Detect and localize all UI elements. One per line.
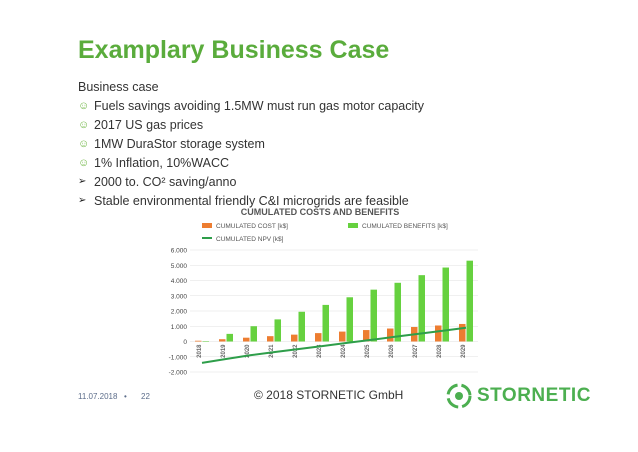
y-tick-label: -2.000 (169, 370, 188, 377)
bullet-text: 1MW DuraStor storage system (94, 136, 265, 151)
bar-cost (459, 323, 466, 342)
bar-cost (363, 330, 370, 342)
bar-cost (291, 334, 298, 342)
bar-cost (315, 333, 322, 342)
x-tick-label: 2019 (221, 344, 227, 358)
x-tick-label: 2021 (269, 344, 275, 358)
x-tick-label: 2024 (341, 344, 347, 358)
x-tick-label: 2027 (413, 344, 419, 358)
y-tick-label: 0 (183, 339, 187, 346)
legend-label-benefits: CUMULATED BENEFITS [k$] (362, 223, 448, 230)
x-tick-label: 2020 (245, 344, 251, 358)
y-tick-label: 3.000 (171, 293, 188, 300)
y-tick-label: 4.000 (171, 278, 188, 285)
bar-benefits (202, 341, 209, 342)
footer-separator: • (124, 392, 127, 401)
brand-name: STORNETIC (477, 385, 591, 406)
y-tick-label: 1.000 (171, 324, 188, 331)
x-tick-label: 2018 (197, 344, 203, 358)
y-tick-label: -1.000 (169, 354, 188, 361)
bar-cost (387, 328, 394, 342)
bullet-text: 2000 to. CO² saving/anno (94, 174, 237, 189)
chart-container: CUMULATED COSTS AND BENEFITS CUMULATED CO… (160, 200, 480, 380)
bullet-item: ☺ Fuels savings avoiding 1.5MW must run g… (78, 96, 424, 115)
bullet-text: Stable environmental friendly C&I microg… (94, 193, 409, 208)
bar-cost (219, 339, 226, 342)
bar-cost (195, 340, 202, 342)
smiley-icon: ☺ (78, 156, 90, 169)
page-number: 22 (141, 392, 150, 401)
chart-title: CUMULATED COSTS AND BENEFITS (241, 207, 400, 217)
bullet-list: ☺ Fuels savings avoiding 1.5MW must run g… (78, 96, 424, 210)
legend-label-npv: CUMULATED NPV [k$] (216, 236, 284, 243)
bar-benefits (298, 311, 305, 342)
bullet-item: ➢ Stable environmental friendly C&I micro… (78, 191, 424, 210)
bar-benefits (370, 289, 377, 342)
bullet-item: ☺ 2017 US gas prices (78, 115, 424, 134)
slide-title: Examplary Business Case (78, 36, 390, 64)
y-tick-label: 6.000 (171, 248, 188, 255)
bar-cost (435, 325, 442, 342)
x-tick-label: 2028 (437, 344, 443, 358)
bar-cost (267, 336, 274, 342)
brand-logo: STORNETIC (446, 383, 591, 409)
x-tick-label: 2025 (365, 344, 371, 358)
bar-benefits (274, 319, 281, 342)
legend-label-cost: CUMULATED COST [k$] (216, 223, 288, 230)
bullet-text: Fuels savings avoiding 1.5MW must run ga… (94, 98, 424, 113)
bar-benefits (418, 275, 425, 342)
subtitle: Business case (78, 80, 159, 94)
npv-line (201, 326, 467, 364)
legend-swatch-benefits (348, 223, 358, 228)
cumulated-costs-chart: CUMULATED COSTS AND BENEFITS CUMULATED CO… (169, 207, 478, 377)
x-tick-label: 2023 (317, 344, 323, 358)
legend-swatch-cost (202, 223, 212, 228)
y-tick-label: 5.000 (171, 263, 188, 270)
bullet-text: 2017 US gas prices (94, 117, 204, 132)
stornetic-logo-icon (446, 383, 472, 409)
smiley-icon: ☺ (78, 137, 90, 150)
copyright: © 2018 STORNETIC GmbH (254, 388, 404, 402)
x-tick-label: 2022 (293, 344, 299, 358)
bullet-text: 1% Inflation, 10%WACC (94, 155, 230, 170)
y-tick-label: 2.000 (171, 309, 188, 316)
footer-date: 11.07.2018 (78, 392, 118, 401)
bar-benefits (466, 260, 473, 342)
smiley-icon: ☺ (78, 99, 90, 112)
bullet-item: ➢ 2000 to. CO² saving/anno (78, 172, 424, 191)
bar-benefits (226, 333, 233, 342)
bar-benefits (394, 282, 401, 342)
bullet-item: ☺ 1MW DuraStor storage system (78, 134, 424, 153)
bar-benefits (442, 267, 449, 342)
bar-cost (339, 331, 346, 342)
bar-benefits (346, 297, 353, 342)
x-tick-label: 2026 (389, 344, 395, 358)
bar-benefits (322, 304, 329, 342)
bullet-item: ☺ 1% Inflation, 10%WACC (78, 153, 424, 172)
bar-benefits (250, 326, 257, 342)
arrow-icon: ➢ (78, 176, 87, 187)
arrow-icon: ➢ (78, 195, 87, 206)
bar-cost (243, 337, 250, 342)
smiley-icon: ☺ (78, 118, 90, 131)
x-tick-label: 2029 (461, 344, 467, 358)
